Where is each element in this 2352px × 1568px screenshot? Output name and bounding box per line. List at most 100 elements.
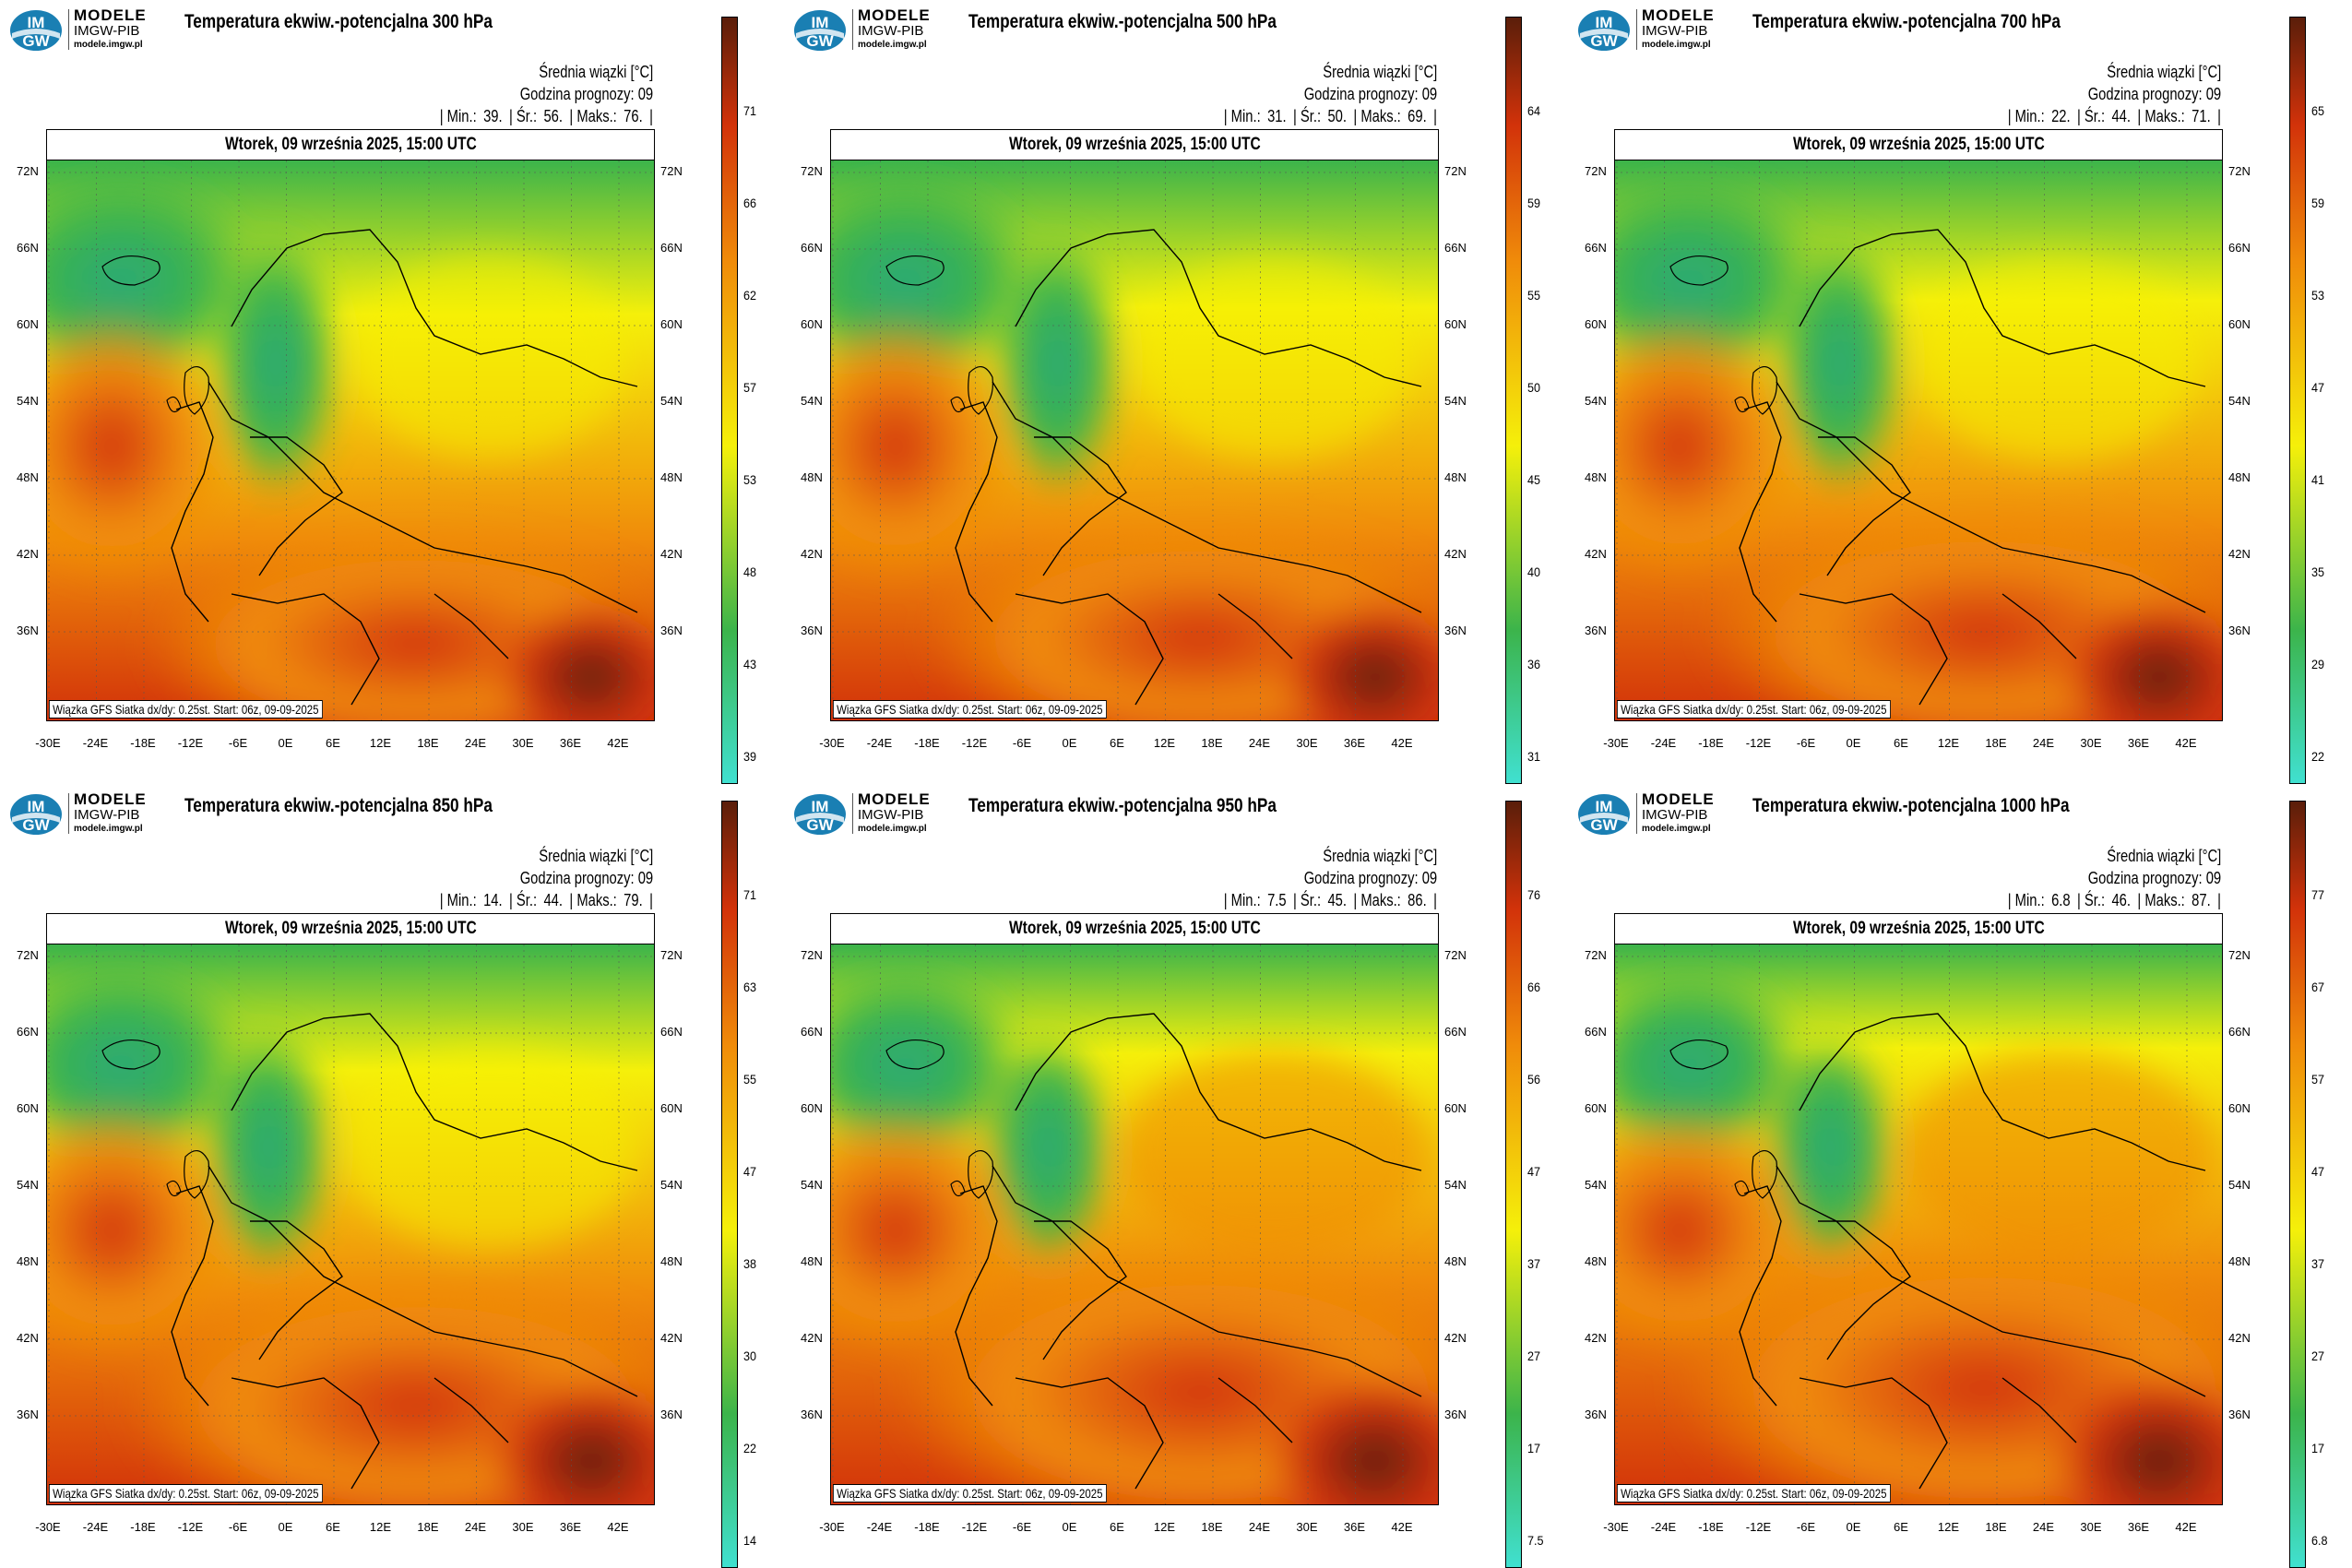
avg-label: | Śr.: bbox=[509, 107, 538, 125]
map-panel-3: IM GW MODELE IMGW-PIB modele.imgw.pl Tem… bbox=[1568, 0, 2352, 784]
temperature-field bbox=[1615, 944, 2222, 1504]
lat-tick-right: 54N bbox=[2228, 394, 2251, 408]
max-label: | Maks.: bbox=[2137, 891, 2185, 909]
svg-text:IM: IM bbox=[1596, 14, 1613, 31]
lon-tick: 0E bbox=[1062, 736, 1077, 750]
lat-tick-left: 60N bbox=[801, 1101, 823, 1115]
lat-tick-left: 48N bbox=[801, 470, 823, 484]
map-frame: Wtorek, 09 września 2025, 15:00 UTC bbox=[46, 913, 655, 1505]
colorbar-tick: 40 bbox=[1527, 564, 1541, 579]
brand-block: MODELE IMGW-PIB modele.imgw.pl bbox=[1642, 7, 1715, 51]
brand-separator bbox=[852, 793, 853, 834]
stats-end: | bbox=[649, 891, 653, 909]
mean-label: Średnia wiązki [°C] bbox=[1322, 847, 1437, 865]
imgw-logo-icon: IM GW bbox=[794, 794, 846, 835]
lon-tick: -6E bbox=[228, 736, 248, 750]
map-frame: Wtorek, 09 września 2025, 15:00 UTC bbox=[830, 913, 1439, 1505]
mean-label: Średnia wiązki [°C] bbox=[2106, 847, 2221, 865]
hot-region-southeast bbox=[1269, 1373, 1438, 1504]
temperature-field bbox=[47, 160, 654, 720]
lon-tick: -30E bbox=[819, 736, 845, 750]
lon-tick: -18E bbox=[130, 1520, 156, 1534]
colorbar-tick: 71 bbox=[743, 887, 757, 902]
lat-tick-right: 36N bbox=[1444, 1408, 1467, 1421]
lat-tick-left: 60N bbox=[17, 317, 39, 331]
lat-tick-right: 42N bbox=[2228, 547, 2251, 561]
valid-date: Wtorek, 09 września 2025, 15:00 UTC bbox=[224, 919, 477, 938]
hot-region-southeast bbox=[497, 601, 654, 720]
map-panel-6: IM GW MODELE IMGW-PIB modele.imgw.pl Tem… bbox=[1568, 784, 2352, 1568]
source-label: Wiązka GFS Siatka dx/dy: 0.25st. Start: … bbox=[1617, 1484, 1891, 1503]
lat-tick-right: 60N bbox=[1444, 1101, 1467, 1115]
max-label: | Maks.: bbox=[2137, 107, 2185, 125]
temperature-field bbox=[831, 160, 1438, 720]
avg-label: | Śr.: bbox=[509, 891, 538, 909]
svg-text:IM: IM bbox=[812, 798, 829, 815]
brand-org: IMGW-PIB bbox=[1642, 807, 1708, 823]
colorbar-tick: 53 bbox=[743, 472, 757, 487]
lat-tick-left: 66N bbox=[801, 241, 823, 255]
brand-block: MODELE IMGW-PIB modele.imgw.pl bbox=[858, 7, 931, 51]
lat-tick-right: 54N bbox=[1444, 394, 1467, 408]
british-isles-outline bbox=[950, 366, 994, 415]
colorbar-tick: 39 bbox=[743, 749, 757, 764]
svg-text:IM: IM bbox=[28, 14, 45, 31]
max-value: 71. bbox=[2192, 107, 2211, 125]
brand-separator bbox=[1636, 793, 1637, 834]
colorbar-tick: 27 bbox=[1527, 1348, 1541, 1363]
lon-tick: 42E bbox=[607, 1520, 629, 1534]
source-label: Wiązka GFS Siatka dx/dy: 0.25st. Start: … bbox=[1617, 700, 1891, 719]
lat-tick-left: 72N bbox=[1585, 948, 1607, 962]
avg-label: | Śr.: bbox=[1293, 891, 1322, 909]
colorbar-tick: 62 bbox=[743, 288, 757, 303]
lat-lon-grid bbox=[1615, 944, 2222, 1504]
min-value: 22. bbox=[2051, 107, 2071, 125]
lon-tick: -18E bbox=[130, 736, 156, 750]
colorbar-tick: 59 bbox=[1527, 196, 1541, 210]
lon-tick: -18E bbox=[1698, 1520, 1724, 1534]
colorbar bbox=[1505, 17, 1522, 784]
lat-tick-left: 42N bbox=[801, 547, 823, 561]
lat-tick-left: 42N bbox=[17, 547, 39, 561]
colorbar-tick: 55 bbox=[1527, 288, 1541, 303]
lon-tick: 6E bbox=[1894, 736, 1908, 750]
date-bar: Wtorek, 09 września 2025, 15:00 UTC bbox=[47, 130, 654, 160]
lat-tick-left: 72N bbox=[17, 948, 39, 962]
lon-tick: 18E bbox=[1985, 1520, 2007, 1534]
lon-tick: 42E bbox=[1391, 736, 1413, 750]
lat-tick-left: 36N bbox=[801, 624, 823, 637]
lon-tick: 6E bbox=[1110, 1520, 1124, 1534]
imgw-logo-icon: IM GW bbox=[10, 10, 62, 51]
avg-value: 46. bbox=[2111, 891, 2132, 909]
date-bar: Wtorek, 09 września 2025, 15:00 UTC bbox=[1615, 914, 2222, 944]
colorbar-tick: 66 bbox=[743, 196, 757, 210]
colorbar bbox=[721, 17, 738, 784]
stats-end: | bbox=[2217, 891, 2221, 909]
lon-tick: -12E bbox=[961, 736, 988, 750]
cold-region-north-sea bbox=[204, 1023, 333, 1272]
lat-lon-grid bbox=[831, 944, 1438, 1504]
lat-tick-left: 66N bbox=[801, 1025, 823, 1039]
colorbar-tick: 59 bbox=[2311, 196, 2325, 210]
stats-end: | bbox=[1433, 891, 1437, 909]
lon-tick: 12E bbox=[1153, 1520, 1176, 1534]
date-bar: Wtorek, 09 września 2025, 15:00 UTC bbox=[1615, 130, 2222, 160]
date-bar: Wtorek, 09 września 2025, 15:00 UTC bbox=[831, 130, 1438, 160]
lon-tick: 30E bbox=[1296, 1520, 1318, 1534]
warm-region-atlantic bbox=[47, 1101, 236, 1360]
lon-tick: 42E bbox=[1391, 1520, 1413, 1534]
panel-title: Temperatura ekwiw.-potencjalna 950 hPa bbox=[968, 795, 1277, 816]
lat-tick-left: 36N bbox=[17, 624, 39, 637]
brand-org: IMGW-PIB bbox=[1642, 23, 1708, 39]
lon-tick: -24E bbox=[866, 1520, 893, 1534]
colorbar-tick: 66 bbox=[1527, 980, 1541, 994]
max-value: 87. bbox=[2192, 891, 2211, 909]
lat-tick-left: 42N bbox=[17, 1331, 39, 1345]
lat-tick-left: 66N bbox=[1585, 1025, 1607, 1039]
lat-tick-right: 42N bbox=[2228, 1331, 2251, 1345]
brand-url: modele.imgw.pl bbox=[74, 40, 143, 50]
warm-region-atlantic bbox=[1615, 314, 1801, 579]
lon-tick: 24E bbox=[464, 1520, 487, 1534]
panel-title: Temperatura ekwiw.-potencjalna 700 hPa bbox=[1752, 11, 2061, 32]
lon-tick: 12E bbox=[369, 736, 392, 750]
